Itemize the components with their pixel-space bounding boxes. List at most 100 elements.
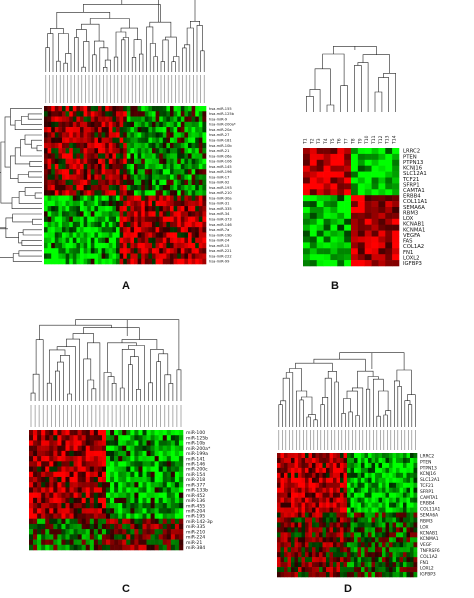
panel-a-cell (58, 221, 63, 228)
panel-b-label: B (331, 280, 339, 292)
panel-a-cell (202, 237, 207, 244)
panel-a-cell (116, 106, 120, 112)
panel-d-cell (326, 507, 330, 513)
panel-a-cell (101, 174, 106, 181)
panel-c-cell (130, 456, 135, 462)
panel-d-cell (315, 492, 320, 498)
panel-a-cell (180, 258, 185, 265)
panel-a-cell (152, 127, 156, 133)
panel-c-cell (154, 430, 159, 436)
panel-b-cell (364, 177, 372, 184)
panel-c-cell (81, 476, 87, 483)
panel-a-cell (126, 227, 131, 233)
panel-c-cell (77, 544, 82, 551)
panel-d-cell (294, 547, 299, 553)
panel-a-cell (80, 106, 84, 112)
panel-c-cell (178, 534, 184, 540)
panel-a-cell (98, 211, 102, 217)
panel-d-cell (378, 472, 383, 479)
panel-c-cell (158, 482, 164, 488)
panel-a-cell (148, 190, 153, 196)
panel-d-cell (350, 472, 355, 479)
panel-d-cell (322, 462, 327, 469)
panel-c-cell (162, 450, 168, 457)
panel-a-cell (51, 206, 56, 212)
panel-a-cell (184, 111, 189, 117)
panel-b-cell (309, 254, 318, 261)
panel-a-cell (51, 242, 56, 249)
panel-d-cell (375, 547, 379, 553)
panel-d-cell (392, 522, 397, 528)
panel-a-cell (166, 242, 171, 249)
panel-c-cell (37, 445, 42, 452)
panel-d-cell (403, 482, 407, 489)
panel-c-cell (174, 503, 180, 509)
panel-d-cell (336, 567, 341, 573)
panel-a-cell (177, 137, 182, 144)
panel-c-cell (114, 440, 119, 446)
panel-a-cell (155, 163, 160, 170)
panel-d-cell (354, 557, 358, 563)
panel-d-cell (364, 507, 369, 513)
panel-d-cell (392, 547, 397, 553)
panel-a-cell (116, 148, 120, 154)
panel-c-cell (158, 435, 164, 441)
panel-d-cell (280, 472, 285, 479)
panel-c-cell (29, 476, 34, 483)
panel-b-cell (344, 165, 352, 172)
panel-c-cell (130, 435, 135, 441)
panel-a-cell (62, 237, 66, 244)
panel-c-cell (122, 445, 127, 452)
panel-a-cell (202, 242, 207, 249)
panel-c-cell (33, 461, 38, 467)
panel-a-cell (123, 216, 128, 223)
panel-a-cell (184, 116, 189, 123)
panel-c-cell (162, 487, 168, 493)
panel-c-label: C (122, 583, 130, 595)
panel-a-cell (47, 185, 52, 191)
panel-d-cell (357, 572, 362, 578)
panel-a-cell (144, 127, 149, 133)
panel-a-cell (44, 216, 48, 223)
panel-c-cell (178, 435, 184, 441)
panel-a-cell (188, 169, 192, 175)
panel-d-cell (343, 537, 348, 543)
panel-d-cell (410, 477, 414, 484)
panel-d-cell (308, 457, 313, 464)
panel-d-cell (403, 552, 407, 558)
panel-d-cell (294, 457, 299, 464)
panel-a-cell (141, 195, 146, 202)
panel-d-cell (280, 537, 285, 543)
panel-b-cell (316, 224, 324, 231)
panel-d-cell (308, 552, 313, 558)
panel-b-cell (316, 230, 324, 237)
panel-d-cell (312, 472, 316, 479)
panel-d-cell (298, 527, 302, 533)
panel-a-cell (119, 211, 124, 217)
panel-c-cell (37, 450, 42, 457)
panel-a-cell (162, 211, 167, 217)
panel-b-cell (316, 177, 324, 184)
panel-c-cell (106, 461, 111, 467)
panel-c-cell (142, 476, 147, 483)
panel-a-cell (130, 174, 135, 181)
panel-a-cell (76, 106, 81, 112)
panel-c-cell (110, 487, 115, 493)
panel-d-cell (410, 467, 414, 474)
panel-a-cell (112, 206, 117, 212)
panel-d-cell (312, 477, 316, 484)
panel-a-cell (184, 169, 189, 175)
panel-d-cell (333, 472, 337, 479)
panel-c-cell (85, 492, 91, 499)
panel-c-cell (154, 456, 159, 462)
panel-d-cell (410, 492, 414, 498)
panel-d-cell (350, 517, 355, 523)
panel-d-cell (392, 482, 397, 489)
panel-c-cell (170, 482, 176, 488)
panel-d-cell (399, 492, 404, 498)
panel-d-cell (340, 542, 344, 548)
panel-c-cell (150, 482, 155, 488)
panel-d-cell (277, 567, 281, 573)
panel-a-cell (51, 127, 56, 133)
panel-d-cell (389, 487, 393, 493)
